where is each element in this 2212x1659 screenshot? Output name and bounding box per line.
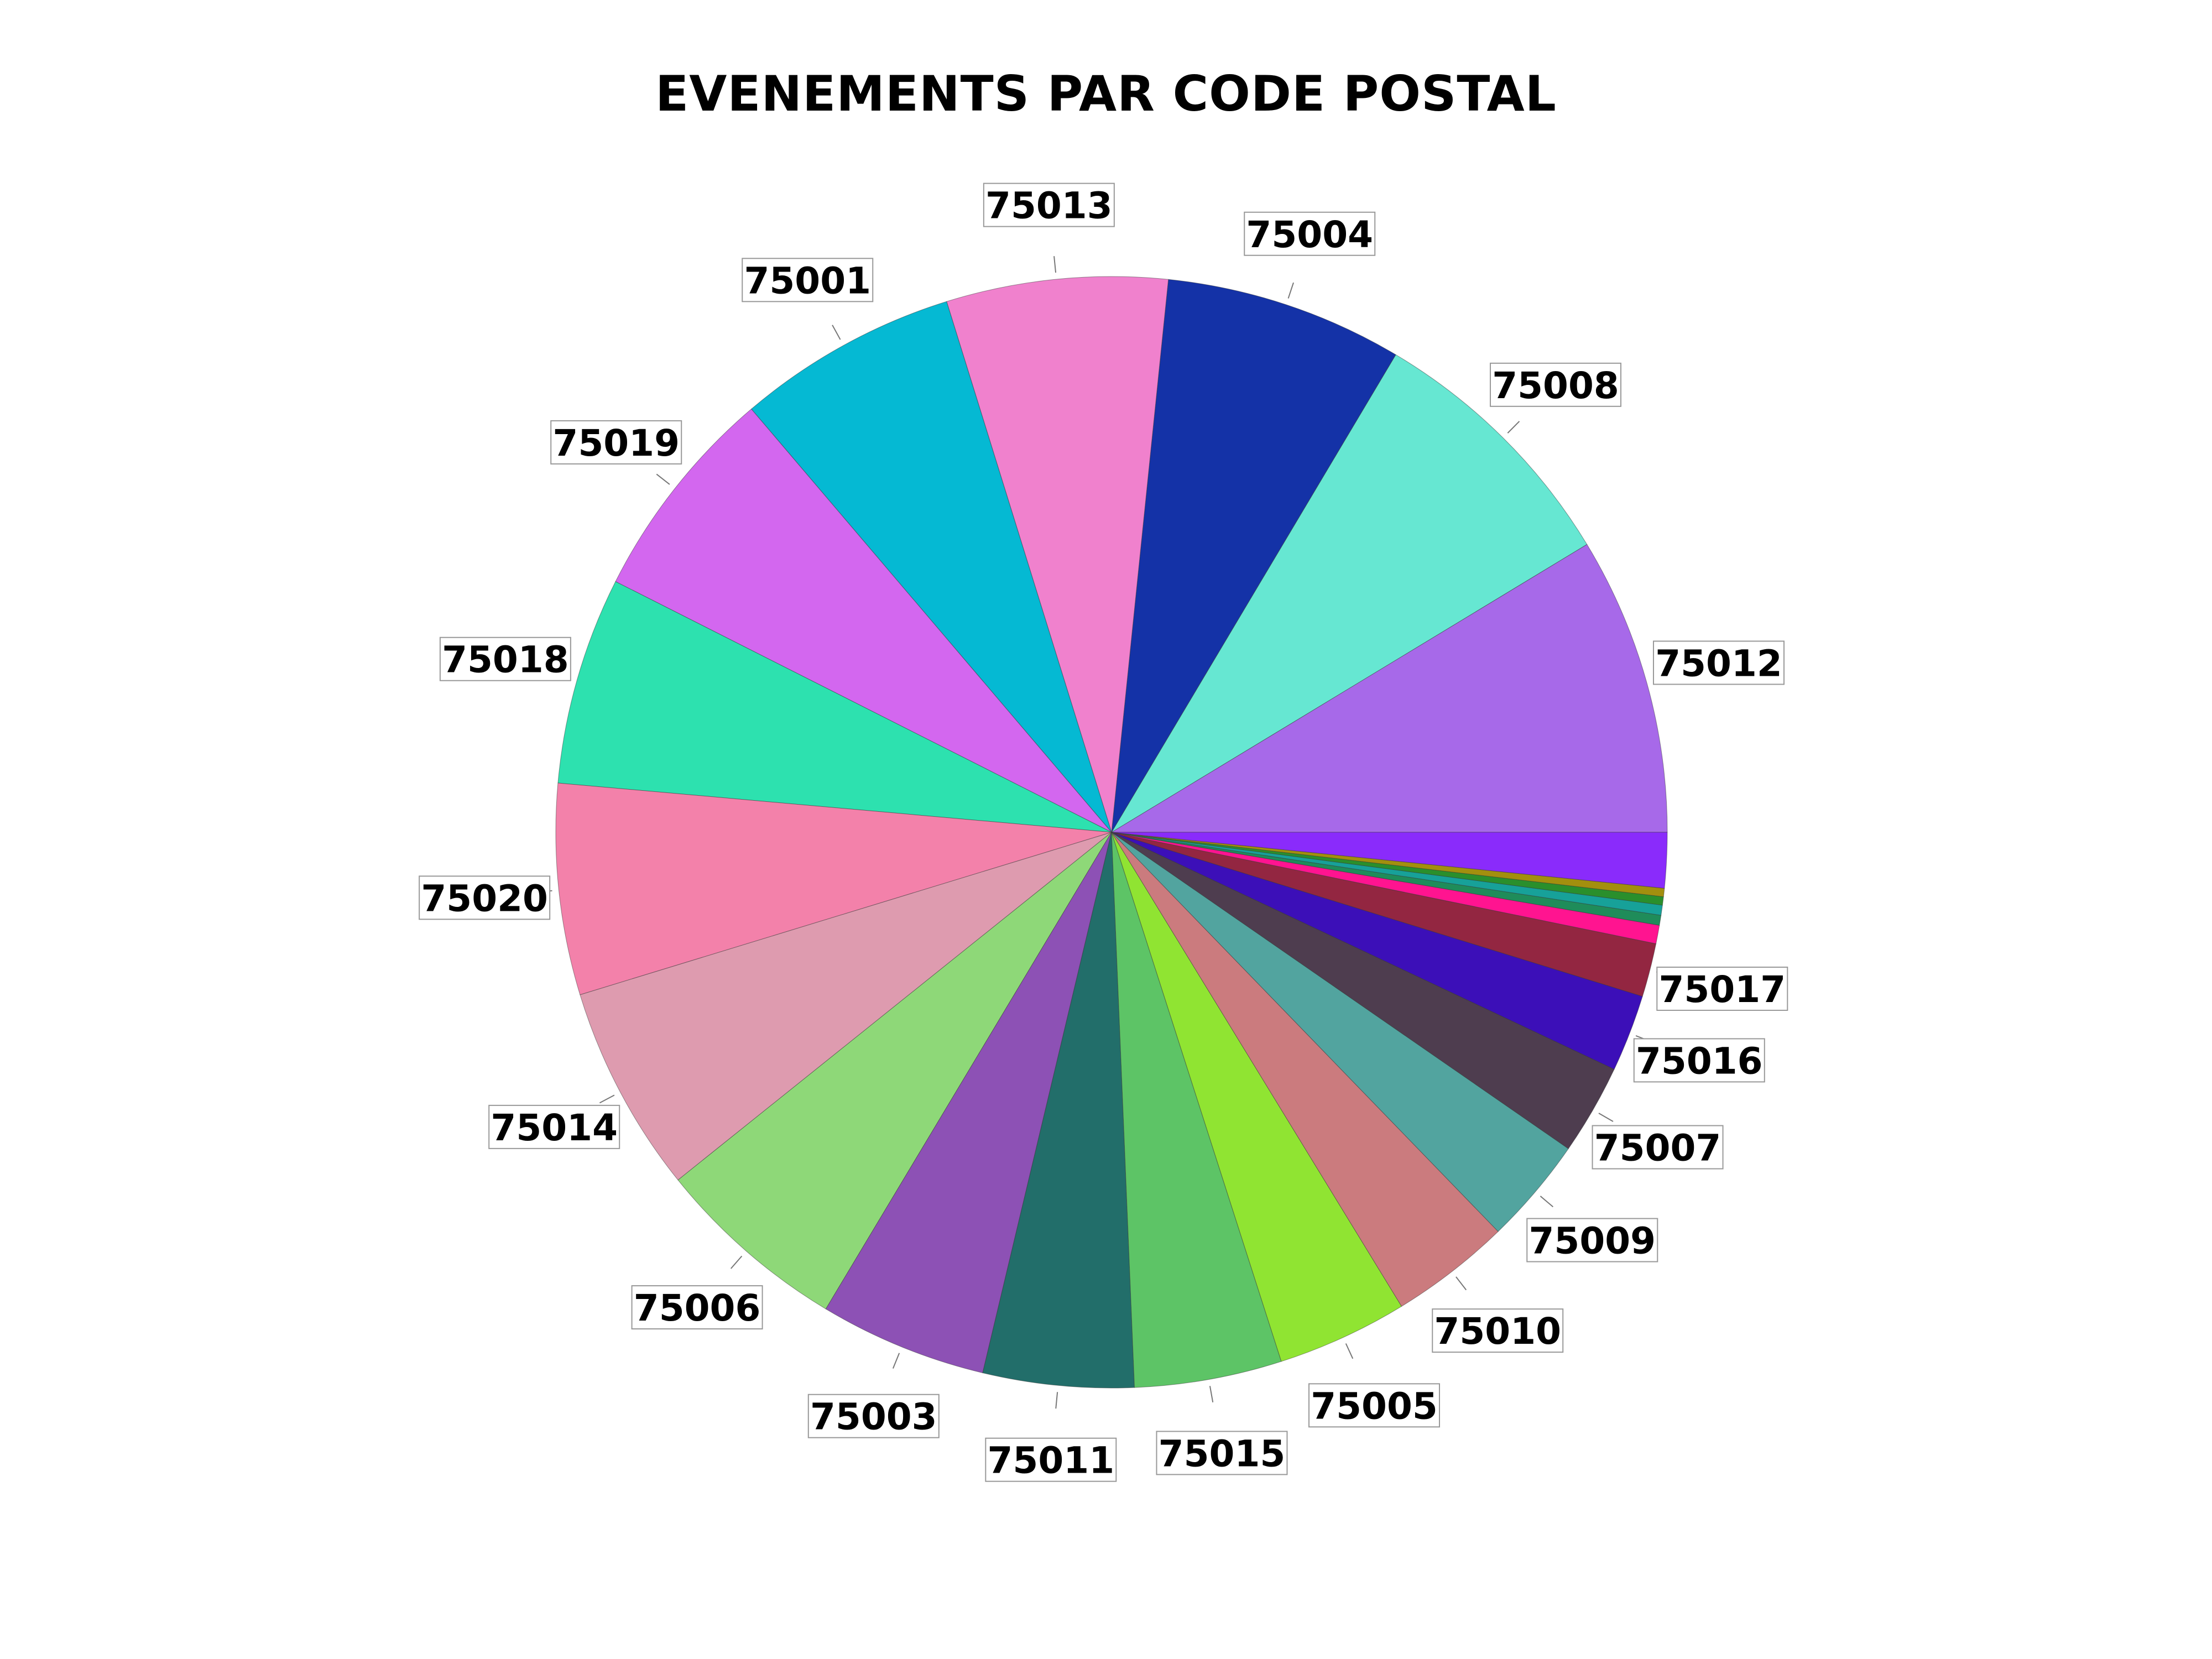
label-leader-75009	[1540, 1196, 1554, 1208]
label-leader-75003	[892, 1353, 900, 1369]
slice-label-box	[631, 1285, 763, 1330]
chart-title: EVENEMENTS PAR CODE POSTAL	[655, 65, 1557, 122]
slice-label-75018: 75018	[439, 637, 571, 681]
pie-slice-75001	[750, 301, 1112, 833]
slice-label-box	[1308, 1383, 1441, 1428]
slice-label-box	[1244, 211, 1376, 256]
slice-label-box	[1633, 1038, 1765, 1083]
slice-label-box	[1656, 966, 1788, 1011]
slice-label-text: 75020	[421, 877, 548, 920]
pie-slice-75014	[580, 832, 1112, 1181]
pie-slice-75006	[677, 832, 1112, 1310]
slice-label-text: 75017	[1659, 968, 1786, 1011]
slice-label-75017: 75017	[1656, 966, 1788, 1011]
slice-label-75001: 75001	[742, 258, 874, 302]
slice-label-box	[983, 182, 1115, 227]
slice-label-box	[807, 1394, 940, 1438]
label-leader-75015	[1209, 1386, 1214, 1403]
slice-label-text: 75011	[988, 1439, 1115, 1482]
pie-slice-75015	[1111, 832, 1282, 1388]
label-leader-75013	[1053, 256, 1057, 273]
pie-slice-75019	[615, 408, 1112, 833]
slice-label-75011: 75011	[985, 1437, 1117, 1482]
slice-label-75016: 75016	[1633, 1038, 1765, 1083]
slice-label-box	[1156, 1431, 1288, 1475]
slice-label-text: 75009	[1528, 1220, 1656, 1262]
slice-label-box	[742, 258, 874, 302]
pie-slice-75004	[1111, 279, 1396, 833]
slice-label-box	[1653, 640, 1785, 685]
slice-label-text: 75005	[1311, 1385, 1438, 1427]
pie-slice-75013	[946, 276, 1169, 833]
pie-slice-minor-24	[1111, 832, 1668, 889]
slice-label-75020: 75020	[419, 875, 551, 920]
label-leader-75008	[1507, 421, 1520, 434]
slice-label-text: 75016	[1636, 1040, 1763, 1082]
slice-label-75004: 75004	[1244, 211, 1376, 256]
label-leader-75007	[1598, 1113, 1614, 1122]
slice-label-75005: 75005	[1308, 1383, 1441, 1428]
slice-label-box	[488, 1104, 620, 1149]
pie-slice-75018	[557, 581, 1112, 833]
slice-label-box	[1432, 1308, 1564, 1353]
slice-label-75006: 75006	[631, 1285, 763, 1330]
slice-label-75015: 75015	[1156, 1431, 1288, 1475]
slices-layer	[555, 276, 1668, 1389]
slice-label-text: 75015	[1159, 1432, 1286, 1475]
label-leader-75010	[1455, 1276, 1467, 1291]
slice-label-box	[439, 637, 571, 681]
slice-label-75009: 75009	[1526, 1218, 1658, 1262]
slice-label-text: 75010	[1434, 1310, 1561, 1353]
label-leader-75006	[730, 1255, 743, 1269]
pie-slice-75012	[1110, 544, 1668, 833]
slice-label-box	[1592, 1125, 1724, 1170]
pie-slice-75003	[825, 832, 1112, 1374]
slice-label-75003: 75003	[807, 1394, 940, 1438]
slice-label-text: 75003	[810, 1396, 937, 1438]
pie-slice-75010	[1111, 832, 1499, 1307]
label-leader-75001	[832, 325, 841, 340]
slice-label-75012: 75012	[1653, 640, 1785, 685]
slice-label-box	[985, 1437, 1117, 1482]
pie-slice-75011	[982, 832, 1135, 1389]
slice-label-text: 75006	[634, 1287, 761, 1329]
slice-label-75019: 75019	[550, 420, 682, 465]
slice-label-text: 75001	[744, 259, 871, 302]
slice-label-text: 75012	[1655, 642, 1782, 685]
slice-label-75008: 75008	[1490, 362, 1622, 407]
slice-label-75014: 75014	[488, 1104, 620, 1149]
pie-slice-75008	[1111, 354, 1588, 833]
pie-slice-75020	[555, 782, 1112, 995]
slice-label-box	[419, 875, 551, 920]
slice-label-text: 75018	[442, 639, 569, 681]
label-leader-75005	[1345, 1343, 1354, 1359]
label-leader-75011	[1055, 1392, 1058, 1409]
slice-label-75010: 75010	[1432, 1308, 1564, 1353]
label-leader-75019	[656, 473, 670, 485]
slice-label-box	[1490, 362, 1622, 407]
slice-label-75013: 75013	[983, 182, 1115, 227]
slice-label-box	[550, 420, 682, 465]
label-leader-75004	[1287, 282, 1294, 299]
slice-label-text: 75004	[1246, 213, 1373, 256]
slice-label-text: 75007	[1594, 1126, 1721, 1169]
labels-layer: 75012 75008 75004 75013 75001 75019 75018 75020…	[419, 182, 1788, 1482]
slice-label-text: 75013	[985, 185, 1113, 227]
slice-label-text: 75008	[1492, 364, 1619, 407]
slice-label-75007: 75007	[1592, 1125, 1724, 1170]
slice-label-box	[1526, 1218, 1658, 1262]
label-leader-75014	[599, 1094, 615, 1104]
slice-label-text: 75014	[491, 1107, 618, 1149]
pie-slice-75005	[1111, 832, 1402, 1362]
slice-label-text: 75019	[552, 422, 680, 465]
